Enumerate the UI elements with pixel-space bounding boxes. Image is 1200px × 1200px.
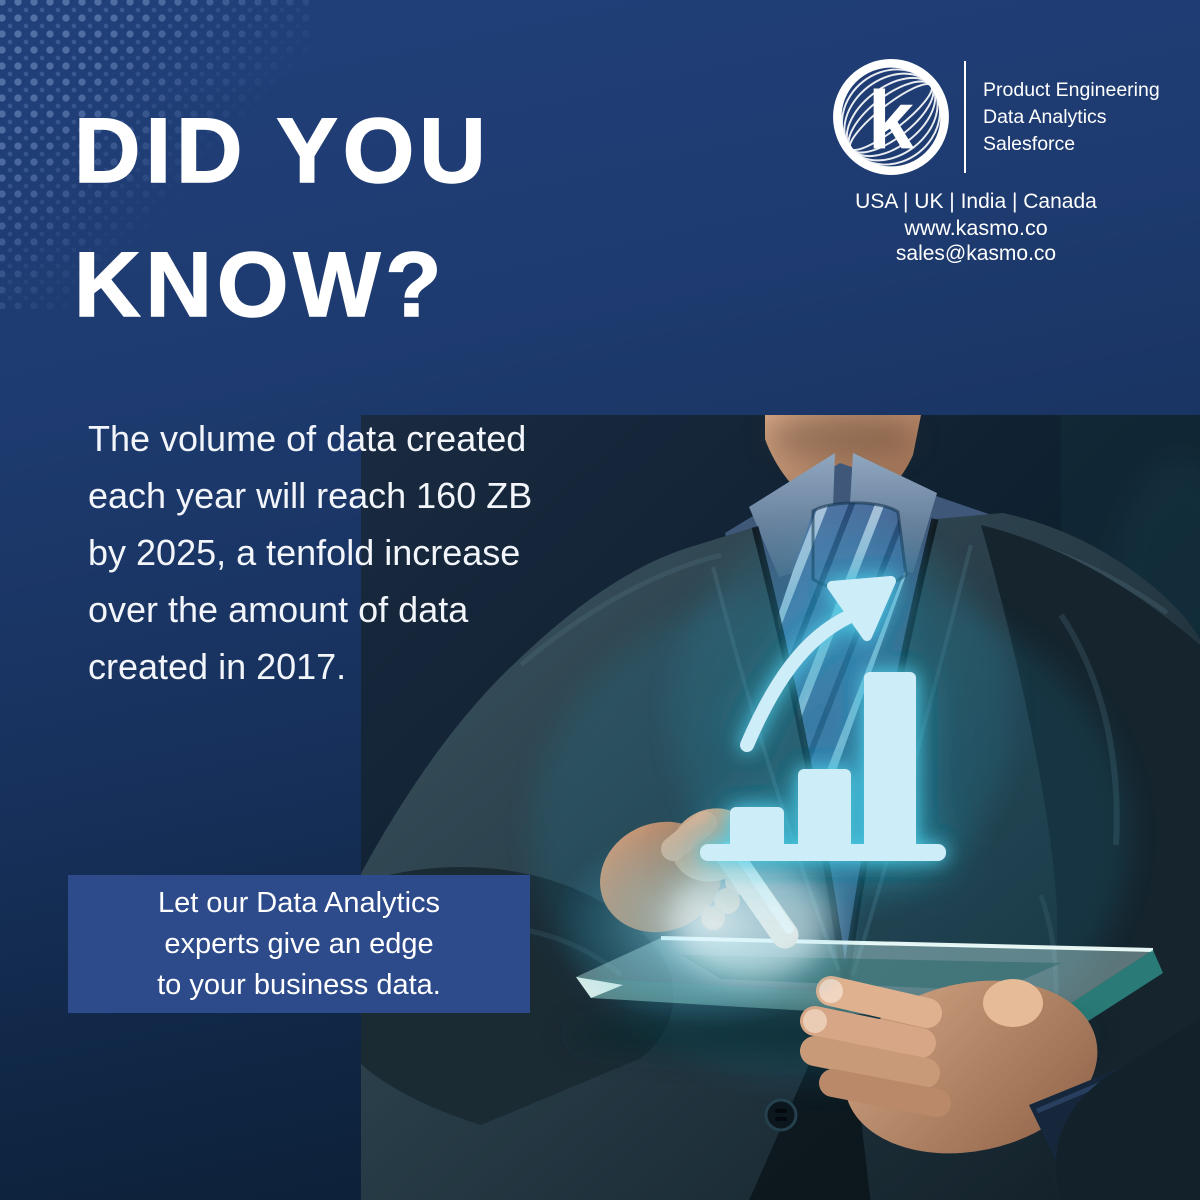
businessman-photo: [361, 415, 1200, 1200]
brand-services: Product Engineering Data Analytics Sales…: [983, 77, 1160, 158]
growth-arrow-icon: [740, 606, 864, 752]
fact-line: each year will reach 160 ZB: [88, 475, 533, 516]
service-data-analytics: Data Analytics: [983, 105, 1107, 128]
website-text: www.kasmo.co: [904, 216, 1048, 240]
logo-letter: k: [868, 74, 915, 167]
service-salesforce: Salesforce: [983, 132, 1076, 155]
fact-line: created in 2017.: [88, 646, 347, 687]
brand-block: k Product Engineering Data Analytics Sal…: [830, 56, 1160, 178]
page-title-line1: DID YOU: [73, 99, 491, 203]
brand-contact: USA | UK | India | Canada www.kasmo.co s…: [796, 188, 1156, 267]
halftone-dots-decoration: [0, 0, 309, 309]
cta-line: to your business data.: [157, 968, 441, 1001]
logo-divider: [964, 61, 966, 173]
holding-hand: [800, 976, 1200, 1200]
kasmo-logo-icon: k: [833, 59, 949, 175]
email-text: sales@kasmo.co: [895, 242, 1057, 265]
hologram-bar-chart: [700, 576, 946, 861]
cta-line: experts give an edge: [164, 927, 434, 960]
cta-box: Let our Data Analytics experts give an e…: [68, 875, 530, 1013]
fact-line: The volume of data created: [88, 418, 527, 459]
regions-text: USA | UK | India | Canada: [855, 190, 1097, 213]
fact-line: by 2025, a tenfold increase: [88, 532, 521, 573]
page-title-line2: KNOW?: [73, 233, 447, 337]
page-title: DID YOU KNOW?: [73, 84, 491, 352]
service-product-engineering: Product Engineering: [983, 78, 1160, 101]
suit-button: [764, 1098, 798, 1132]
fact-text: The volume of data created each year wil…: [88, 410, 532, 695]
fact-line: over the amount of data: [88, 589, 469, 630]
cta-line: Let our Data Analytics: [157, 886, 441, 919]
